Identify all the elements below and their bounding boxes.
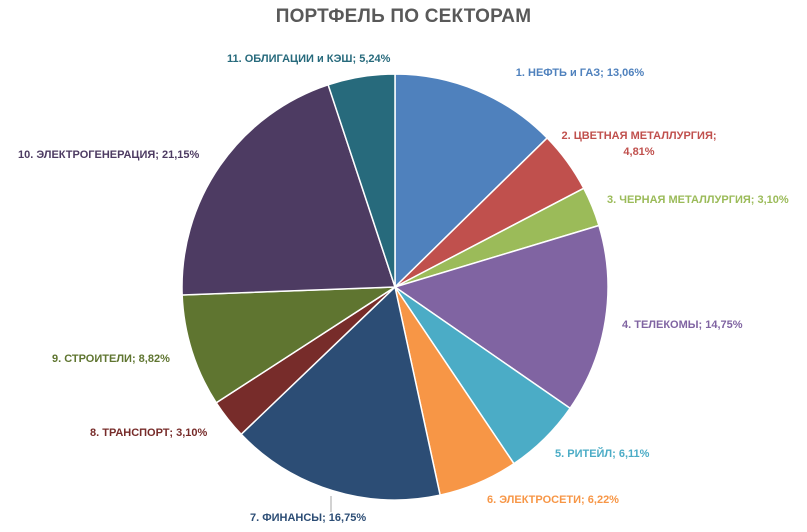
pie-slices	[181, 73, 609, 501]
pie-slice-9	[181, 286, 398, 404]
slice-label-2-line-2: 4,81%	[623, 146, 654, 158]
pie-slice-4	[393, 224, 609, 410]
slice-label-3: 3. ЧЕРНАЯ МЕТАЛЛУРГИЯ; 3,10%	[607, 194, 789, 206]
pie-slice-7	[240, 285, 442, 501]
slice-label-11: 11. ОБЛИГАЦИИ и КЭШ; 5,24%	[227, 53, 391, 65]
slice-label-1: 1. НЕФТЬ и ГАЗ; 13,06%	[516, 67, 645, 79]
pie-slice-1	[394, 73, 549, 289]
slice-label-9: 9. СТРОИТЕЛИ; 8,82%	[52, 353, 170, 365]
slice-label-8: 8. ТРАНСПОРТ; 3,10%	[90, 427, 208, 439]
slice-label-5: 5. РИТЕЙЛ; 6,11%	[555, 447, 650, 460]
slice-label-2: 2. ЦВЕТНАЯ МЕТАЛЛУРГИЯ;	[561, 130, 716, 142]
slice-labels: 1. НЕФТЬ и ГАЗ; 13,06% 2. ЦВЕТНАЯ МЕТАЛЛУ…	[18, 53, 789, 524]
slice-label-7: 7. ФИНАНСЫ; 16,75%	[250, 512, 366, 524]
slice-label-10: 10. ЭЛЕКТРОГЕНЕРАЦИЯ; 21,15%	[18, 149, 200, 161]
pie-slice-11	[327, 73, 396, 288]
slice-label-6: 6. ЭЛЕКТРОСЕТИ; 6,22%	[487, 494, 619, 506]
slice-label-4: 4. ТЕЛЕКОМЫ; 14,75%	[622, 319, 743, 331]
chart-title: ПОРТФЕЛЬ ПО СЕКТОРАМ	[275, 6, 532, 27]
pie-slice-10	[181, 83, 397, 296]
